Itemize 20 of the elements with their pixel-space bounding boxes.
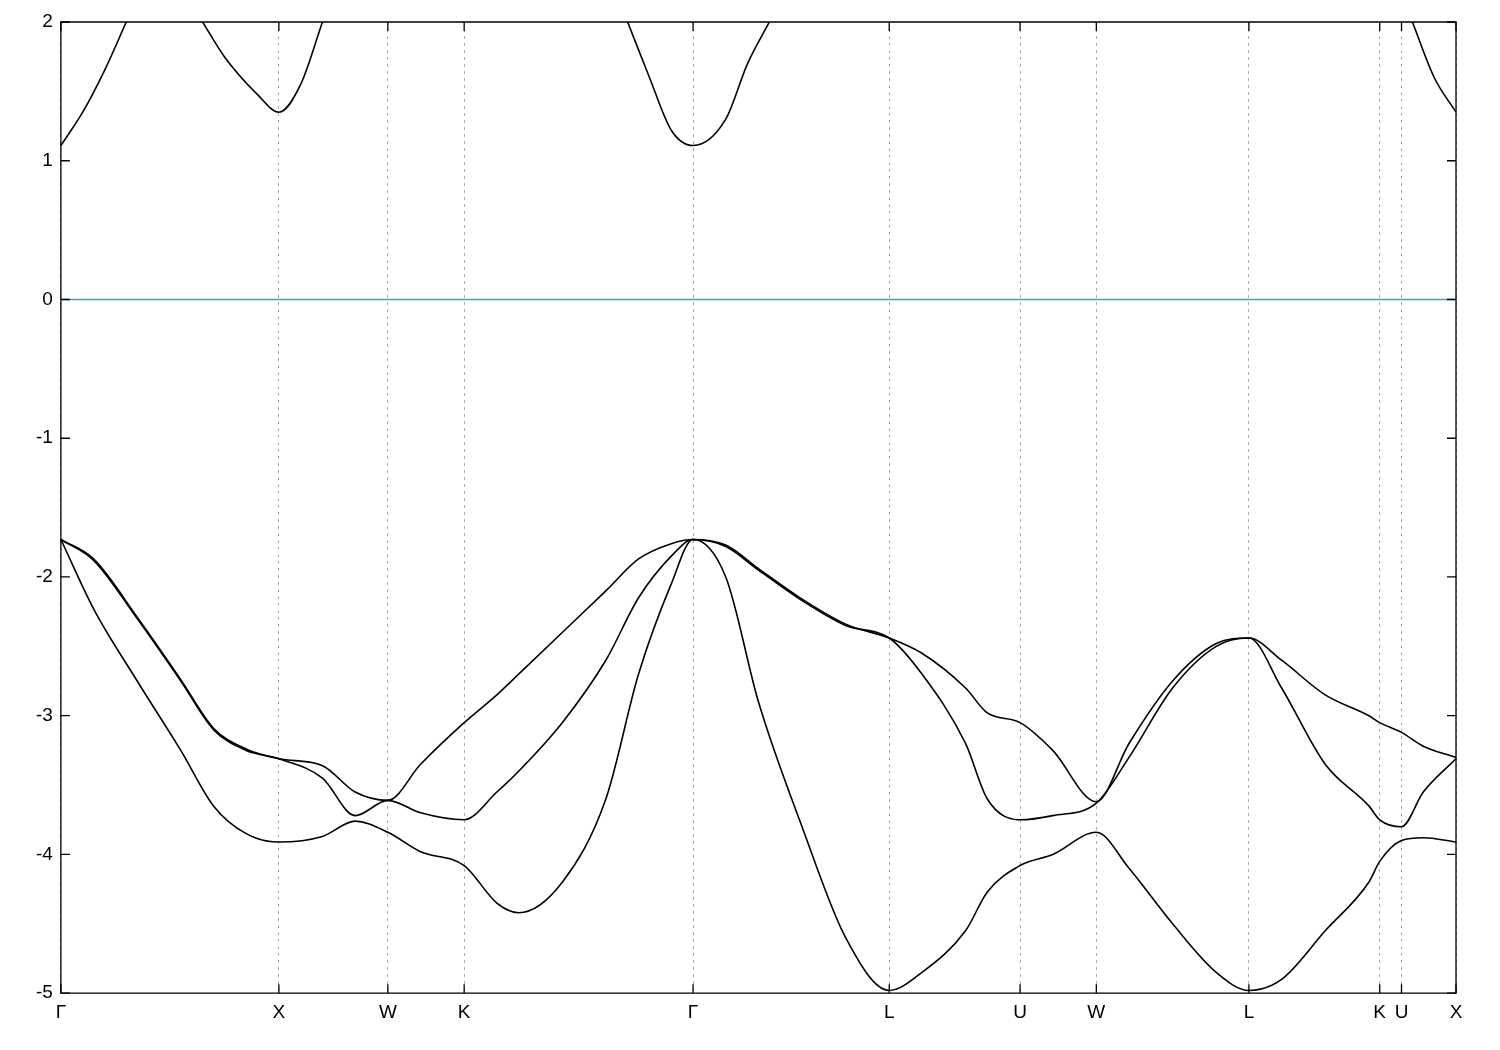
x-tick-label: U: [1394, 1000, 1409, 1022]
x-tick-label: K: [1373, 1000, 1387, 1022]
x-tick-label: X: [1449, 1000, 1463, 1022]
x-tick-label: L: [883, 1000, 895, 1022]
x-tick-label: W: [378, 1000, 397, 1022]
x-tick-label: X: [272, 1000, 286, 1022]
y-tick-label: -5: [35, 981, 53, 1003]
x-tick-label: K: [457, 1000, 471, 1022]
y-tick-label: -4: [35, 842, 54, 864]
y-tick-label: 0: [42, 287, 53, 309]
y-tick-label: 1: [42, 148, 53, 170]
x-tick-label: L: [1243, 1000, 1255, 1022]
y-tick-label: -3: [35, 703, 53, 725]
x-tick-label: Γ: [55, 1000, 67, 1022]
y-tick-label: -1: [35, 426, 53, 448]
x-tick-label: U: [1013, 1000, 1027, 1022]
y-tick-label: 2: [42, 10, 53, 32]
x-tick-label: W: [1087, 1000, 1106, 1022]
x-tick-label: Γ: [687, 1000, 699, 1022]
y-tick-label: -2: [35, 565, 53, 587]
